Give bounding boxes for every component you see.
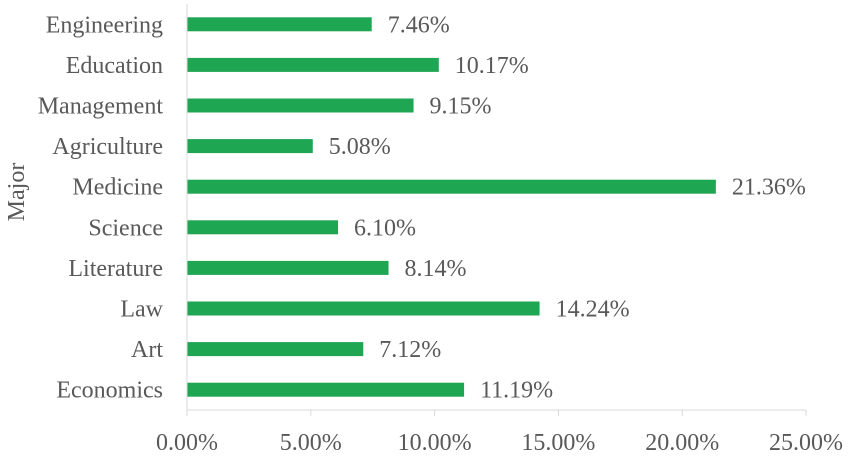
data-label: 21.36% [732,175,806,201]
data-label: 5.08% [329,134,391,160]
bar-literature [187,260,389,275]
category-label: Science [88,215,163,241]
data-label: 8.14% [405,256,467,282]
bar-management [187,98,414,113]
y-axis-title: Major [4,163,30,222]
category-label: Law [120,297,163,323]
bar-agriculture [187,139,313,154]
x-tick-label: 10.00% [398,430,472,456]
category-label: Economics [56,378,163,404]
bar-education [187,57,439,72]
bar-art [187,342,364,357]
category-label: Literature [68,256,163,282]
x-axis: 0.00% 5.00% 10.00% 15.00% 20.00% 25.00% [156,4,843,456]
bar-science [187,220,339,235]
data-label: 14.24% [556,297,630,323]
x-tick-label: 0.00% [156,430,218,456]
data-label: 10.17% [455,53,529,79]
data-label: 6.10% [354,215,416,241]
data-label: 7.46% [388,12,450,38]
x-tick-label: 5.00% [280,430,342,456]
category-label: Education [66,53,163,79]
category-label: Management [38,94,164,120]
bar-engineering [187,17,372,32]
x-tick-label: 20.00% [645,430,719,456]
x-tick-label: 15.00% [521,430,595,456]
x-tick-label: 25.00% [769,430,843,456]
bar-law [187,301,540,316]
category-label: Agriculture [52,134,163,160]
category-label: Medicine [72,175,163,201]
data-label: 11.19% [480,378,553,404]
data-label: 7.12% [379,337,441,363]
data-label: 9.15% [430,94,492,120]
bar-economics [187,382,465,397]
data-labels: 7.46%10.17% 9.15% 5.08% 21.36% 6.10% 8.14% 14.… [329,12,806,403]
bars-group [187,17,716,397]
category-label: Engineering [46,12,163,38]
category-label: Art [131,337,163,363]
category-labels: Engineering Education Management Agricultur… [38,12,164,403]
bar-medicine [187,179,716,194]
